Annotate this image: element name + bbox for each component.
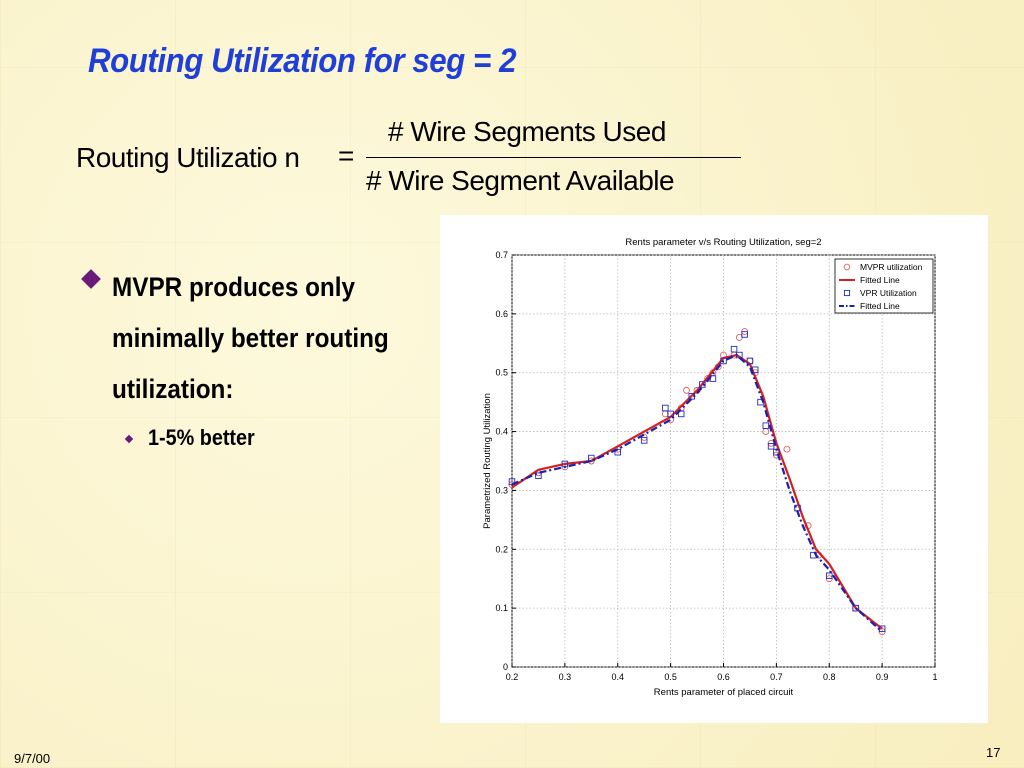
formula-numerator: # Wire Segments Used	[388, 116, 666, 147]
legend-box	[834, 258, 934, 314]
routing-utilization-formula: Routing Utilizatio n = # Wire Segments U…	[76, 116, 756, 206]
x-tick-label: 0.2	[506, 672, 519, 682]
data-point-square	[852, 604, 859, 612]
y-tick-label: 0.2	[495, 544, 508, 554]
chart-title: Rents parameter v/s Routing Utilization,…	[625, 237, 821, 248]
data-point-circle	[783, 445, 791, 453]
legend-circle-swatch	[843, 263, 851, 271]
data-point-square	[746, 357, 754, 365]
series-line	[511, 354, 883, 633]
data-point-square	[730, 345, 738, 353]
y-tick-label: 0.4	[495, 427, 508, 437]
legend-label: Fitted Line	[860, 275, 900, 285]
x-tick-label: 1	[932, 672, 937, 682]
data-point-square	[720, 357, 727, 365]
slide-title: Routing Utilization for seg = 2	[88, 42, 517, 80]
diamond-bullet-icon	[81, 269, 101, 289]
data-point-square	[535, 472, 542, 479]
data-point-square	[640, 437, 648, 444]
legend-label: VPR Utilization	[860, 288, 917, 298]
y-tick-label: 0	[503, 662, 508, 672]
sub-bullet-text: 1-5% better	[148, 425, 255, 450]
x-tick-label: 0.3	[559, 672, 572, 682]
x-tick-label: 0.7	[770, 672, 783, 682]
data-point-square	[677, 410, 685, 418]
footer-date: 9/7/00	[14, 751, 51, 766]
data-point-square	[826, 572, 833, 580]
x-tick-label: 0.9	[876, 672, 889, 682]
legend-square-swatch	[843, 289, 851, 297]
formula-equals: =	[338, 140, 355, 171]
data-point-square	[762, 422, 770, 429]
y-axis-label: Parametrized Routing Utilization	[482, 393, 493, 529]
x-axis-label: Rents parameter of placed circuit	[654, 687, 794, 698]
formula-lhs: Routing Utilizatio n	[76, 142, 300, 173]
x-tick-label: 0.8	[823, 672, 836, 682]
y-tick-label: 0.3	[495, 485, 508, 495]
y-tick-label: 0.1	[495, 603, 508, 613]
x-tick-label: 0.6	[717, 672, 730, 682]
y-tick-label: 0.5	[495, 368, 508, 378]
utilization-chart: 0.2 0.3 0.4 0.5 0.6 0.7 0.8 0.9 1 0 0.1 0.2 0.3 0.4 0.…	[482, 237, 938, 698]
y-tick-label: 0.7	[495, 250, 508, 260]
page-number: 17	[986, 745, 1001, 760]
data-point-square	[588, 454, 595, 462]
data-point-circle	[683, 386, 690, 394]
formula-denominator: # Wire Segment Available	[366, 165, 675, 196]
data-point-square	[767, 443, 775, 450]
x-tick-label: 0.5	[664, 672, 677, 682]
data-point-square	[667, 410, 674, 418]
y-tick-label: 0.6	[495, 309, 508, 319]
x-tick-label: 0.4	[611, 672, 624, 682]
bullet-text: MVPR produces only minimally better rout…	[112, 272, 389, 404]
fraction-bar	[366, 157, 741, 158]
legend-label: Fitted Line	[860, 301, 900, 311]
small-diamond-bullet-icon	[124, 434, 134, 444]
chart-figure: 0.2 0.3 0.4 0.5 0.6 0.7 0.8 0.9 1 0 0.1 0.2 0.3 0.4 0.…	[440, 215, 988, 723]
data-point-square	[751, 366, 759, 374]
data-point-square	[741, 331, 748, 338]
legend-label: MVPR utilization	[860, 262, 923, 272]
data-point-square	[662, 404, 669, 412]
